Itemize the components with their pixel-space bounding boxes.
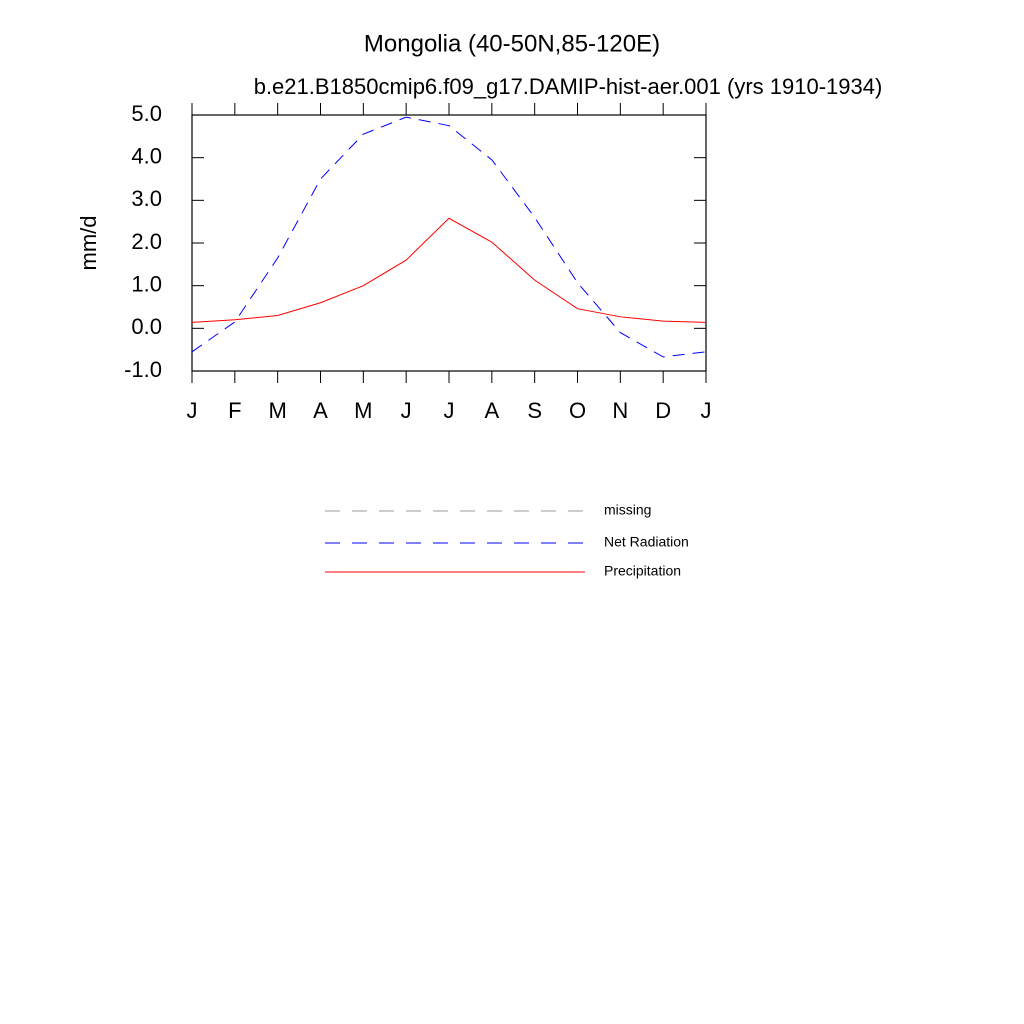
- x-tick-label: S: [527, 398, 542, 423]
- series-line: [191, 217, 707, 323]
- chart-subtitle: b.e21.B1850cmip6.f09_g17.DAMIP-hist-aer.…: [254, 74, 883, 99]
- x-tick-label: A: [484, 398, 499, 423]
- plot-frame: [191, 114, 707, 372]
- x-tick-label: J: [401, 398, 412, 423]
- y-tick-label: 3.0: [131, 186, 162, 211]
- x-tick-label: J: [187, 398, 198, 423]
- legend-label: Precipitation: [604, 563, 681, 579]
- x-tick-label: A: [313, 398, 328, 423]
- x-tick-label: J: [444, 398, 455, 423]
- y-tick-label: 4.0: [131, 143, 162, 168]
- x-tick-label: M: [269, 398, 287, 423]
- series-line: [191, 116, 707, 358]
- x-tick-label: F: [228, 398, 241, 423]
- legend-label: Net Radiation: [604, 534, 689, 550]
- x-tick-label: O: [569, 398, 586, 423]
- y-tick-label: 0.0: [131, 314, 162, 339]
- y-axis-label: mm/d: [76, 216, 101, 271]
- y-tick-label: -1.0: [124, 357, 162, 382]
- y-tick-label: 1.0: [131, 271, 162, 296]
- legend-label: missing: [604, 502, 651, 518]
- y-tick-label: 2.0: [131, 229, 162, 254]
- x-tick-label: M: [354, 398, 372, 423]
- x-tick-label: D: [655, 398, 671, 423]
- y-tick-label: 5.0: [131, 101, 162, 126]
- x-tick-label: J: [701, 398, 712, 423]
- x-tick-label: N: [612, 398, 628, 423]
- chart-title: Mongolia (40-50N,85-120E): [364, 30, 660, 57]
